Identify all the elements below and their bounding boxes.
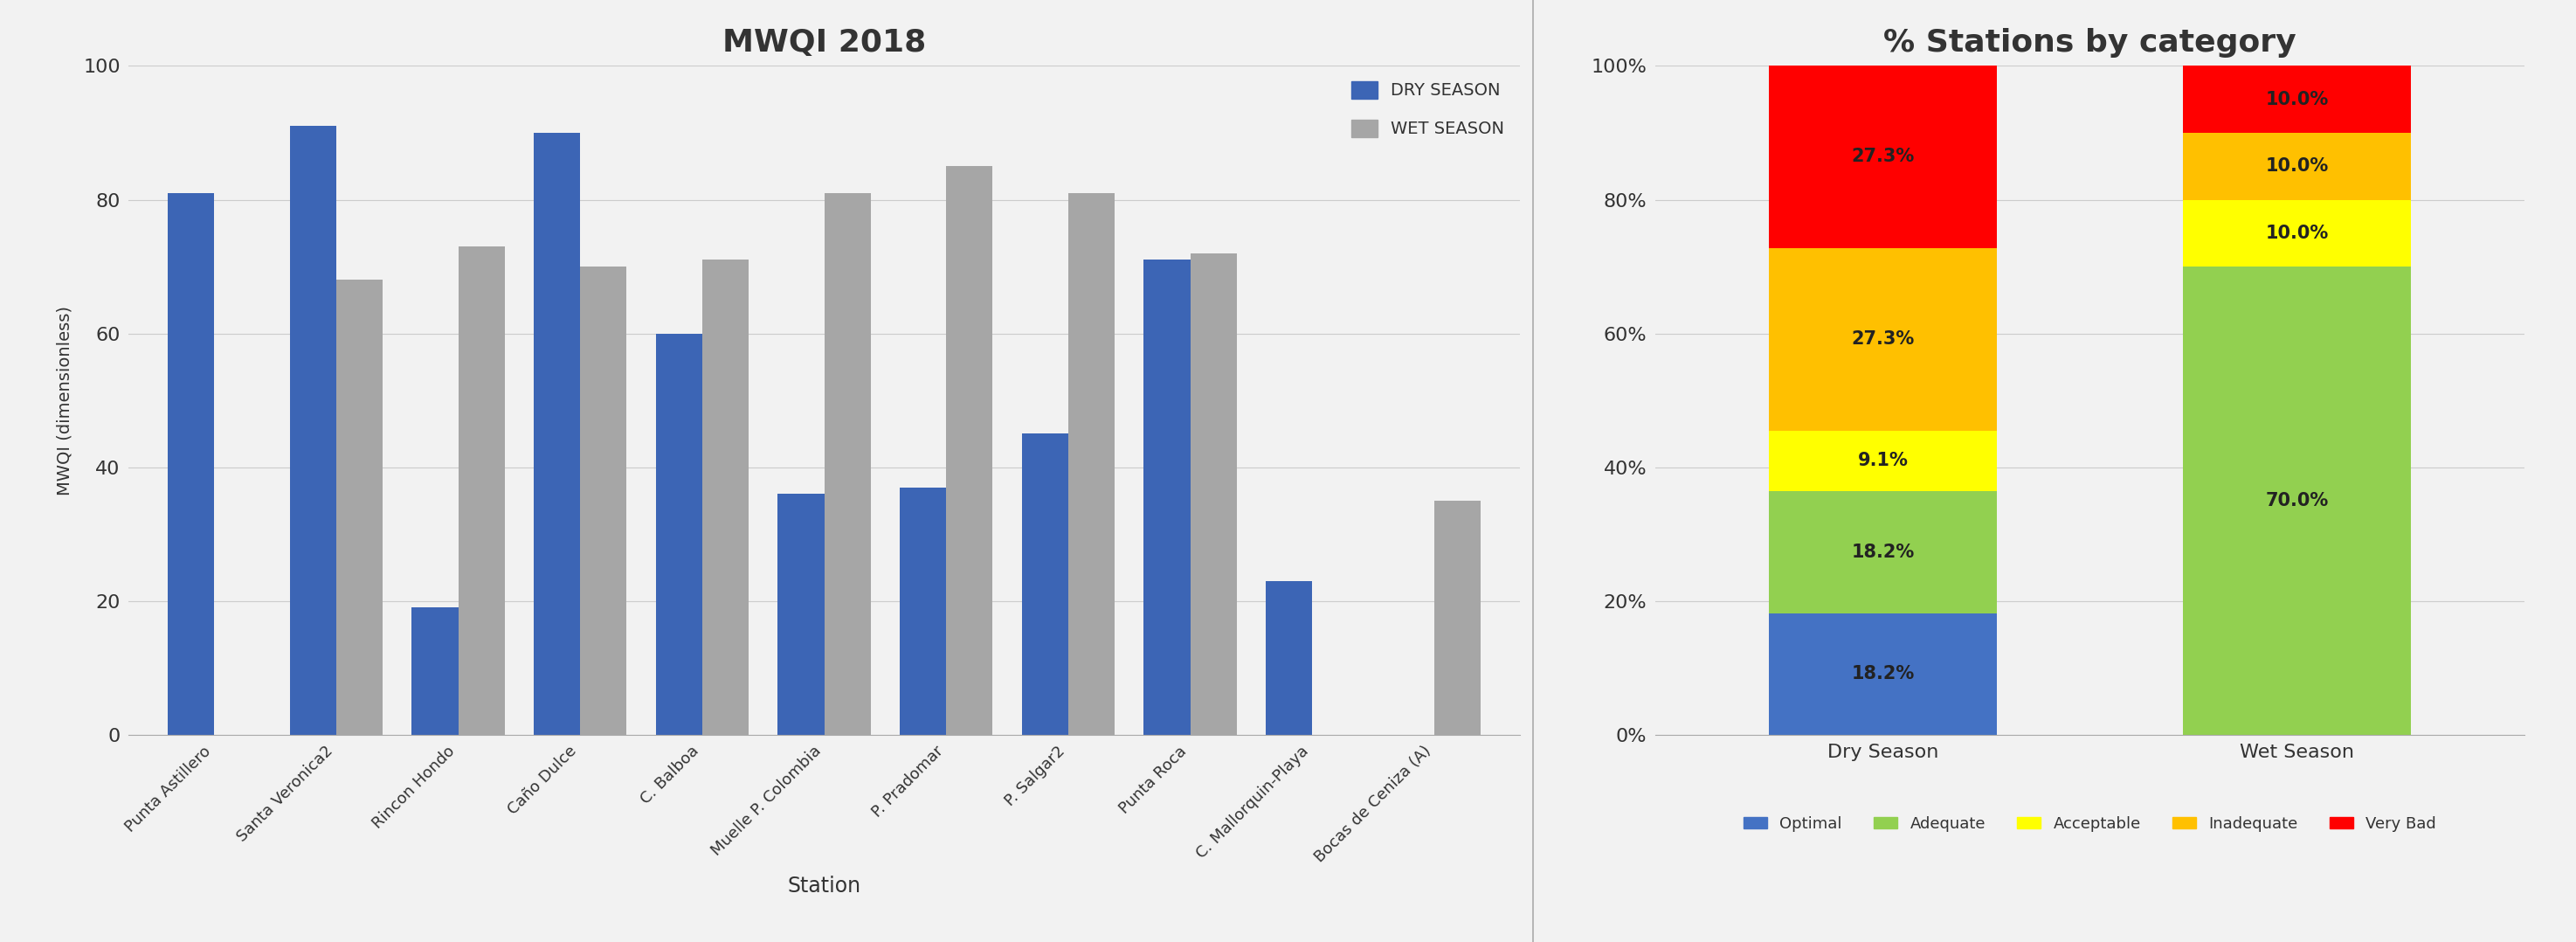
Bar (337, 280, 384, 735)
Bar (2182, 200, 2411, 267)
Bar (899, 487, 945, 735)
Bar (1770, 65, 1996, 248)
Text: 70.0%: 70.0% (2264, 492, 2329, 510)
Text: 18.2%: 18.2% (1852, 544, 1914, 560)
Bar (2182, 133, 2411, 200)
Bar (580, 267, 626, 735)
Bar (824, 193, 871, 735)
Text: 10.0%: 10.0% (2264, 90, 2329, 108)
Bar (945, 166, 992, 735)
Bar (703, 260, 750, 735)
Bar (778, 494, 824, 735)
Bar (1770, 492, 1996, 613)
Bar (167, 193, 214, 735)
Title: MWQI 2018: MWQI 2018 (721, 27, 927, 57)
Bar (1069, 193, 1115, 735)
Text: 10.0%: 10.0% (2264, 224, 2329, 242)
Legend: DRY SEASON, WET SEASON: DRY SEASON, WET SEASON (1345, 74, 1512, 144)
Bar (1190, 253, 1236, 735)
Bar (291, 126, 337, 735)
Text: 18.2%: 18.2% (1852, 665, 1914, 683)
Bar (1435, 501, 1481, 735)
Bar (1770, 248, 1996, 430)
Bar (533, 133, 580, 735)
Bar (459, 247, 505, 735)
Text: 27.3%: 27.3% (1852, 331, 1914, 348)
Y-axis label: MWQI (dimensionless): MWQI (dimensionless) (57, 305, 72, 495)
Bar (1265, 581, 1311, 735)
Bar (412, 608, 459, 735)
X-axis label: Station: Station (788, 875, 860, 897)
Text: 10.0%: 10.0% (2264, 157, 2329, 175)
Text: 9.1%: 9.1% (1857, 452, 1909, 470)
Bar (1023, 433, 1069, 735)
Text: 27.3%: 27.3% (1852, 148, 1914, 165)
Bar (2182, 66, 2411, 133)
Bar (1144, 260, 1190, 735)
Bar (1770, 613, 1996, 735)
Title: % Stations by category: % Stations by category (1883, 27, 2295, 57)
Bar (657, 333, 703, 735)
Bar (2182, 267, 2411, 735)
Bar (1770, 430, 1996, 492)
Legend: Optimal, Adequate, Acceptable, Inadequate, Very Bad: Optimal, Adequate, Acceptable, Inadequat… (1736, 809, 2442, 837)
